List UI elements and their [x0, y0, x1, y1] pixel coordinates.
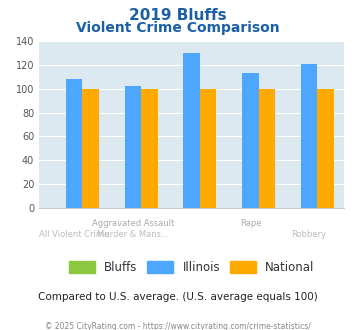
Legend: Bluffs, Illinois, National: Bluffs, Illinois, National [64, 256, 319, 279]
Bar [200, 89, 216, 208]
Bar [301, 64, 317, 208]
Bar [317, 89, 334, 208]
Bar [82, 89, 99, 208]
Text: All Violent Crime: All Violent Crime [39, 230, 109, 239]
Bar [125, 86, 141, 208]
Text: Aggravated Assault: Aggravated Assault [92, 219, 174, 228]
Text: Robbery: Robbery [291, 230, 327, 239]
Text: Violent Crime Comparison: Violent Crime Comparison [76, 21, 279, 35]
Text: Rape: Rape [240, 219, 261, 228]
Bar [184, 53, 200, 208]
Bar [259, 89, 275, 208]
Bar [242, 73, 259, 208]
Text: Murder & Mans...: Murder & Mans... [97, 230, 169, 239]
Bar [66, 79, 82, 208]
Text: © 2025 CityRating.com - https://www.cityrating.com/crime-statistics/: © 2025 CityRating.com - https://www.city… [45, 322, 310, 330]
Bar [141, 89, 158, 208]
Text: Compared to U.S. average. (U.S. average equals 100): Compared to U.S. average. (U.S. average … [38, 292, 317, 302]
Text: 2019 Bluffs: 2019 Bluffs [129, 8, 226, 23]
